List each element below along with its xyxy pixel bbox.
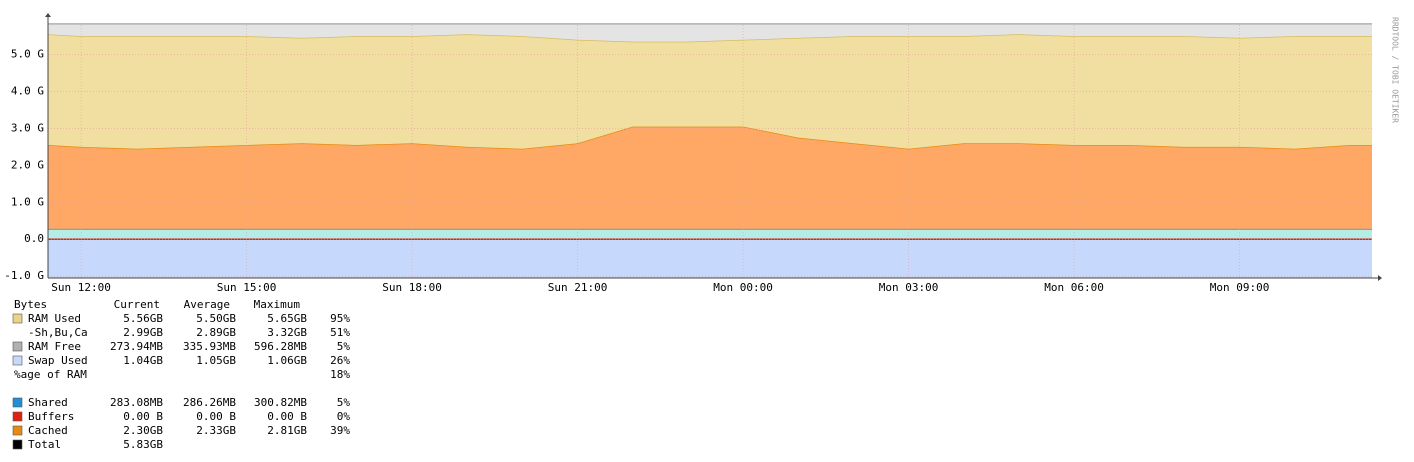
legend-swatch — [12, 341, 23, 352]
legend-value: 283.08MB — [110, 396, 163, 409]
x-tick-label: Mon 09:00 — [1210, 281, 1270, 294]
legend-value: 0.00 B — [196, 410, 236, 423]
legend-label: Buffers — [28, 410, 74, 423]
legend-swatch — [12, 411, 23, 422]
x-tick-label: Sun 18:00 — [382, 281, 442, 294]
area — [48, 126, 1372, 229]
y-tick-label: 5.0 G — [11, 48, 44, 61]
legend-value: 335.93MB — [183, 340, 236, 353]
legend-label: Total — [28, 438, 61, 451]
y-tick-label: -1.0 G — [4, 269, 44, 282]
y-tick-label: 2.0 G — [11, 158, 44, 171]
axis-arrow — [1378, 275, 1382, 281]
legend-value: 0.00 B — [267, 410, 307, 423]
legend-value: 18% — [330, 368, 350, 381]
legend-header: Current — [114, 298, 160, 311]
legend-header: Average — [184, 298, 230, 311]
legend-value: 2.33GB — [196, 424, 236, 437]
x-tick-label: Mon 06:00 — [1044, 281, 1104, 294]
legend-swatch — [12, 355, 23, 366]
x-tick-label: Mon 03:00 — [879, 281, 939, 294]
legend-value: 26% — [330, 354, 350, 367]
legend-swatch — [12, 313, 23, 324]
area — [48, 23, 1372, 42]
legend-value: 596.28MB — [254, 340, 307, 353]
legend-value: 95% — [330, 312, 350, 325]
legend-value: 2.89GB — [196, 326, 236, 339]
x-tick-label: Mon 00:00 — [713, 281, 773, 294]
area — [48, 228, 1372, 240]
legend-label: Swap Used — [28, 354, 88, 367]
legend-label: RAM Free — [28, 340, 81, 353]
legend-value: 3.32GB — [267, 326, 307, 339]
legend-header: Bytes — [14, 298, 47, 311]
legend-header: Maximum — [254, 298, 301, 311]
legend-label: %age of RAM — [14, 368, 87, 381]
axis-arrow — [45, 13, 51, 17]
x-tick-label: Sun 12:00 — [51, 281, 111, 294]
legend-value: 5% — [337, 396, 351, 409]
y-tick-label: 3.0 G — [11, 121, 44, 134]
legend-swatch — [12, 439, 23, 450]
legend-label: RAM Used — [28, 312, 81, 325]
legend-value: 39% — [330, 424, 350, 437]
legend-value: 51% — [330, 326, 350, 339]
legend-value: 1.05GB — [196, 354, 236, 367]
x-tick-label: Sun 21:00 — [548, 281, 608, 294]
area — [48, 239, 1372, 278]
legend-value: 1.04GB — [123, 354, 163, 367]
legend-value: 2.30GB — [123, 424, 163, 437]
legend-value: 5.65GB — [267, 312, 307, 325]
legend-value: 5.83GB — [123, 438, 163, 451]
legend-label: Shared — [28, 396, 68, 409]
legend-value: 273.94MB — [110, 340, 163, 353]
legend-label: Cached — [28, 424, 68, 437]
y-tick-label: 1.0 G — [11, 195, 44, 208]
legend-value: 5% — [337, 340, 351, 353]
x-tick-label: Sun 15:00 — [217, 281, 277, 294]
legend-value: 0.00 B — [123, 410, 163, 423]
legend-value: 1.06GB — [267, 354, 307, 367]
legend-value: 0% — [337, 410, 351, 423]
legend-swatch — [12, 397, 23, 408]
credit: RRDTOOL / TOBI OETIKER — [1391, 17, 1400, 123]
legend-swatch — [12, 425, 23, 436]
legend-value: 5.56GB — [123, 312, 163, 325]
legend-value: 300.82MB — [254, 396, 307, 409]
legend-value: 5.50GB — [196, 312, 236, 325]
area — [48, 34, 1372, 149]
legend-value: 2.81GB — [267, 424, 307, 437]
legend-label: -Sh,Bu,Ca — [28, 326, 88, 339]
y-tick-label: 0.0 — [24, 232, 44, 245]
legend-value: 2.99GB — [123, 326, 163, 339]
y-tick-label: 4.0 G — [11, 84, 44, 97]
legend-value: 286.26MB — [183, 396, 236, 409]
